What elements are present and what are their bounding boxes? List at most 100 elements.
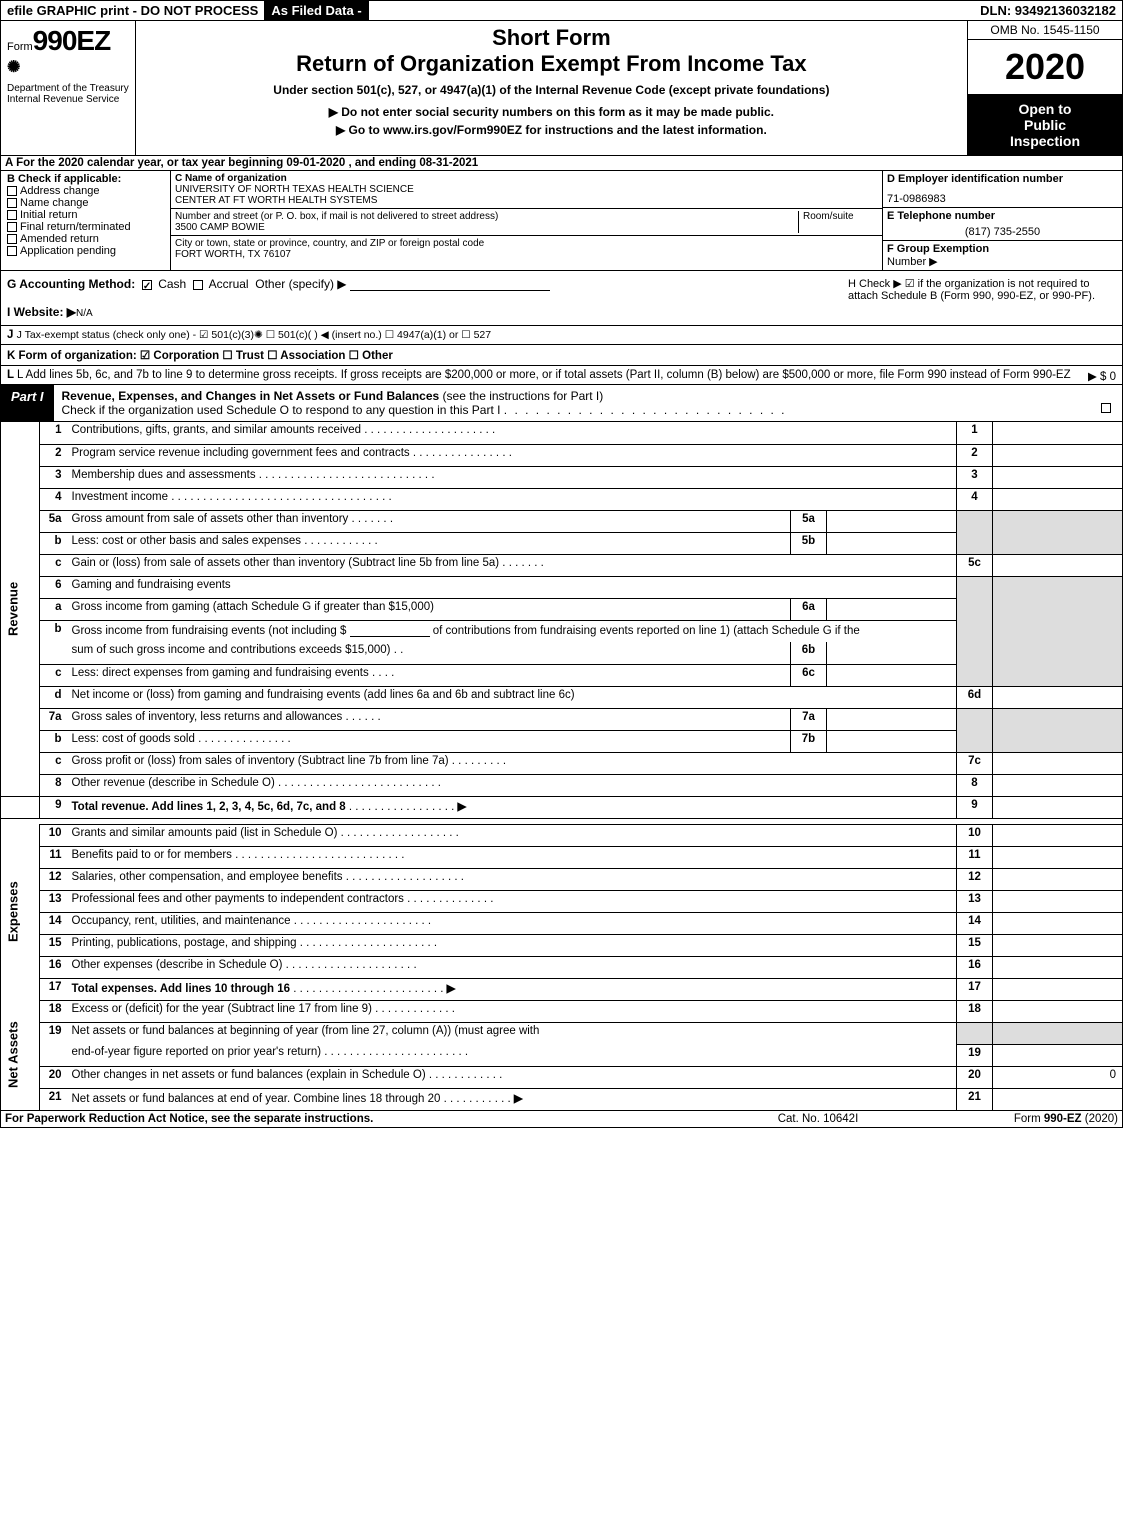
txt-5b: Less: cost or other basis and sales expe… <box>68 532 791 554</box>
shade-19v <box>993 1022 1123 1044</box>
amt-4 <box>993 488 1123 510</box>
num-3: 3 <box>957 466 993 488</box>
cb-lbl-2: Initial return <box>20 209 77 221</box>
l15: Printing, publications, postage, and shi… <box>72 937 297 949</box>
g-lbl: G Accounting Method: <box>7 277 135 291</box>
amt-16 <box>993 956 1123 978</box>
addr-val: 3500 CAMP BOWIE <box>175 222 798 233</box>
tel-lbl: E Telephone number <box>887 210 1118 222</box>
cb-initial-return[interactable]: Initial return <box>7 209 164 221</box>
e-tel: E Telephone number (817) 735-2550 <box>883 208 1122 241</box>
irs-logo: ✺ <box>7 57 27 77</box>
col-c: C Name of organization UNIVERSITY OF NOR… <box>171 171 882 270</box>
l16: Other expenses (describe in Schedule O) <box>72 959 283 971</box>
header-row: Form990EZ ✺ Department of the Treasury I… <box>0 21 1123 156</box>
amt-17 <box>993 978 1123 1000</box>
footer-mid: Cat. No. 10642I <box>718 1113 918 1125</box>
other-line <box>350 277 550 291</box>
ln-13: 13 <box>40 890 68 912</box>
txt-12: Salaries, other compensation, and employ… <box>68 868 957 890</box>
arrow-17: ▶ <box>447 983 456 995</box>
cb-part1[interactable] <box>1101 403 1111 413</box>
ln-17: 17 <box>40 978 68 1000</box>
shade-6 <box>957 576 993 686</box>
ln-16: 16 <box>40 956 68 978</box>
footer-right: Form 990-EZ (2020) <box>918 1113 1118 1125</box>
txt-18: Excess or (deficit) for the year (Subtra… <box>68 1000 957 1022</box>
amt-1 <box>993 422 1123 444</box>
num-11: 11 <box>957 846 993 868</box>
ln-12: 12 <box>40 868 68 890</box>
instr2: ▶ Go to www.irs.gov/Form990EZ for instru… <box>142 121 961 139</box>
cb-cash[interactable] <box>142 280 152 290</box>
ln-6c: c <box>40 664 68 686</box>
amt-9 <box>993 796 1123 818</box>
num-15: 15 <box>957 934 993 956</box>
ln-20: 20 <box>40 1066 68 1088</box>
open2: Public <box>974 117 1116 133</box>
return-title: Return of Organization Exempt From Incom… <box>142 51 961 77</box>
num-5c: 5c <box>957 554 993 576</box>
ln-4: 4 <box>40 488 68 510</box>
cb-accrual[interactable] <box>193 280 203 290</box>
amt-19 <box>993 1044 1123 1066</box>
cb-application-pending[interactable]: Application pending <box>7 245 164 257</box>
num-8: 8 <box>957 774 993 796</box>
accrual-lbl: Accrual <box>209 277 249 291</box>
txt-6d: Net income or (loss) from gaming and fun… <box>68 686 957 708</box>
num-9: 9 <box>957 796 993 818</box>
txt-16: Other expenses (describe in Schedule O) … <box>68 956 957 978</box>
cb-final-return[interactable]: Final return/terminated <box>7 221 164 233</box>
num-12: 12 <box>957 868 993 890</box>
ln-6d: d <box>40 686 68 708</box>
part1-title2: (see the instructions for Part I) <box>439 389 603 403</box>
ln-15: 15 <box>40 934 68 956</box>
city-val: FORT WORTH, TX 76107 <box>175 249 878 260</box>
box-6a: 6a <box>791 598 827 620</box>
num-19: 19 <box>957 1044 993 1066</box>
col-d: D Employer identification number 71-0986… <box>882 171 1122 270</box>
cb-address-change[interactable]: Address change <box>7 185 164 197</box>
txt-6b1: Gross income from fundraising events (no… <box>68 620 957 642</box>
num-20: 20 <box>957 1066 993 1088</box>
l6c: Less: direct expenses from gaming and fu… <box>72 667 369 679</box>
row-a: A For the 2020 calendar year, or tax yea… <box>0 156 1123 171</box>
val-7b <box>827 730 957 752</box>
l6b-blank <box>350 623 430 637</box>
cash-lbl: Cash <box>158 277 186 291</box>
ln-5c: c <box>40 554 68 576</box>
side-netassets: Net Assets <box>1 1000 40 1110</box>
txt-6a: Gross income from gaming (attach Schedul… <box>68 598 791 620</box>
title-cell: Short Form Return of Organization Exempt… <box>136 21 967 155</box>
ein-lbl: D Employer identification number <box>887 173 1118 185</box>
l10: Grants and similar amounts paid (list in… <box>72 827 338 839</box>
l17: Total expenses. Add lines 10 through 16 <box>72 983 291 995</box>
instr2-text: ▶ Go to www.irs.gov/Form990EZ for instru… <box>336 123 767 137</box>
amt-13 <box>993 890 1123 912</box>
cb-name-change[interactable]: Name change <box>7 197 164 209</box>
f-group: F Group Exemption Number ▶ <box>883 241 1122 270</box>
amt-12 <box>993 868 1123 890</box>
ln-21: 21 <box>40 1088 68 1110</box>
row-l: L L Add lines 5b, 6c, and 7b to line 9 t… <box>0 366 1123 385</box>
part1-title: Revenue, Expenses, and Changes in Net As… <box>54 385 1122 421</box>
city-lbl: City or town, state or province, country… <box>175 238 878 249</box>
num-10: 10 <box>957 824 993 846</box>
txt-2: Program service revenue including govern… <box>68 444 957 466</box>
row-bc: B Check if applicable: Address change Na… <box>0 171 1123 271</box>
lines-table: Revenue 1 Contributions, gifts, grants, … <box>0 422 1123 1111</box>
dept-treasury: Department of the Treasury Internal Reve… <box>1 81 135 107</box>
txt-20: Other changes in net assets or fund bala… <box>68 1066 957 1088</box>
l18: Excess or (deficit) for the year (Subtra… <box>72 1003 372 1015</box>
amt-7c <box>993 752 1123 774</box>
txt-10: Grants and similar amounts paid (list in… <box>68 824 957 846</box>
ln-2: 2 <box>40 444 68 466</box>
txt-7b: Less: cost of goods sold . . . . . . . .… <box>68 730 791 752</box>
dots <box>504 403 787 417</box>
org-name2: CENTER AT FT WORTH HEALTH SYSTEMS <box>175 195 878 206</box>
row-g: G Accounting Method: Cash Accrual Other … <box>0 271 1123 326</box>
c-city: City or town, state or province, country… <box>171 236 882 262</box>
txt-4: Investment income . . . . . . . . . . . … <box>68 488 957 510</box>
arrow-9: ▶ <box>458 801 467 813</box>
cb-amended-return[interactable]: Amended return <box>7 233 164 245</box>
